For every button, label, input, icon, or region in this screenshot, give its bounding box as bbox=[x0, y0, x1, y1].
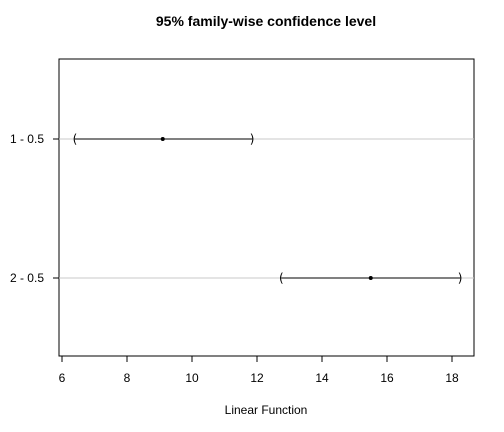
point-estimate bbox=[368, 276, 373, 280]
interval-lower-bound: ( bbox=[279, 271, 284, 285]
chart-title: 95% family-wise confidence level bbox=[156, 13, 376, 29]
y-tick-label: 1 - 0.5 bbox=[10, 132, 44, 146]
plot-frame bbox=[58, 58, 475, 357]
point-estimate bbox=[160, 137, 165, 141]
intervals: () () bbox=[73, 132, 463, 285]
interval-upper-bound: ) bbox=[458, 271, 463, 285]
x-tick-label: 8 bbox=[124, 371, 131, 385]
y-axis: 1 - 0.5 2 - 0.5 bbox=[10, 132, 59, 285]
x-tick-label: 18 bbox=[445, 371, 459, 385]
y-tick-label: 2 - 0.5 bbox=[10, 271, 44, 285]
x-tick-label: 16 bbox=[380, 371, 394, 385]
x-axis: 6 8 10 12 14 16 18 bbox=[59, 356, 459, 385]
x-tick-label: 10 bbox=[185, 371, 199, 385]
x-axis-label: Linear Function bbox=[225, 403, 308, 417]
x-tick-label: 12 bbox=[250, 371, 264, 385]
x-tick-label: 6 bbox=[59, 371, 66, 385]
grid-layer bbox=[59, 138, 474, 279]
x-tick-label: 14 bbox=[315, 371, 329, 385]
interval-lower-bound: ( bbox=[73, 132, 78, 146]
interval-upper-bound: ) bbox=[250, 132, 255, 146]
